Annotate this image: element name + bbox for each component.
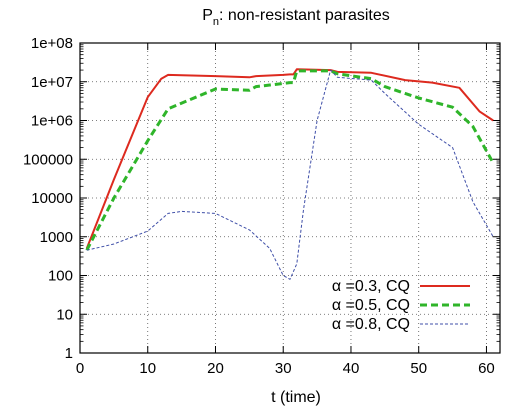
legend: α =0.3, CQ α =0.5, CQ α =0.8, CQ <box>332 278 470 333</box>
x-tick-label: 40 <box>343 360 360 377</box>
ticks: 0 10 20 30 40 50 60 1 10 100 1000 10000 100000 1e+06 1… <box>23 35 500 377</box>
x-tick-label: 10 <box>139 360 156 377</box>
x-tick-label: 20 <box>207 360 224 377</box>
y-tick-label: 100000 <box>23 151 73 168</box>
series-line-2 <box>85 69 495 251</box>
legend-label-2: α =0.5, CQ <box>332 297 410 314</box>
x-tick-label: 50 <box>410 360 427 377</box>
legend-label-1: α =0.3, CQ <box>332 278 410 295</box>
y-tick-label: 100 <box>48 268 73 285</box>
x-tick-label: 30 <box>275 360 292 377</box>
y-tick-label: 10000 <box>31 190 73 207</box>
title-main: P <box>202 7 213 24</box>
x-tick-label: 0 <box>76 360 84 377</box>
chart-title: Pn: non-resistant parasites <box>202 7 390 28</box>
legend-label-3: α =0.8, CQ <box>332 316 410 333</box>
series-line-1 <box>85 68 494 249</box>
y-tick-label: 1e+08 <box>31 35 73 52</box>
x-tick-label: 60 <box>478 360 495 377</box>
y-tick-label: 1e+07 <box>31 74 73 91</box>
series-line-3 <box>86 69 494 280</box>
y-tick-label: 1 <box>65 345 73 362</box>
x-axis-label: t (time) <box>271 389 321 406</box>
plot-frame <box>79 42 501 354</box>
y-tick-label: 1e+06 <box>31 113 73 130</box>
title-subscript: n <box>213 16 219 28</box>
y-tick-label: 10 <box>56 306 73 323</box>
series-lines <box>85 68 495 280</box>
y-tick-label: 1000 <box>40 229 73 246</box>
title-rest: : non-resistant parasites <box>219 7 390 24</box>
